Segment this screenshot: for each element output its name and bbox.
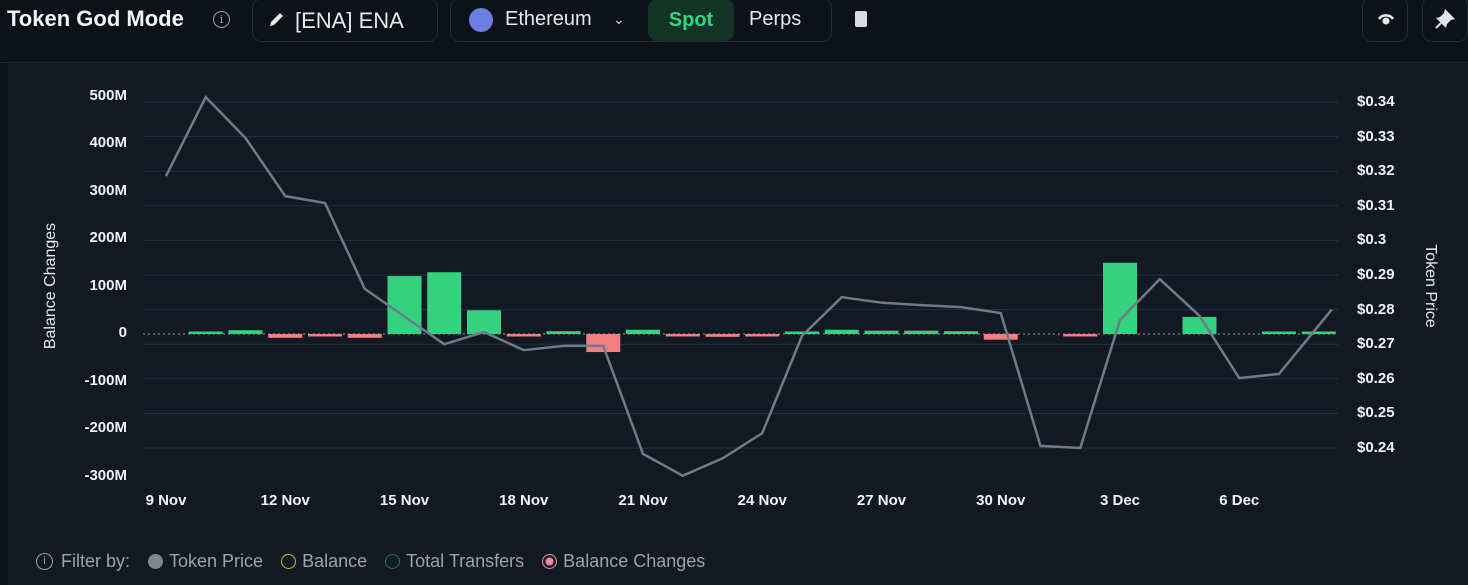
y-tick-label: 400M [89,134,127,151]
token-selector-button[interactable]: [ENA] ENA [252,0,438,42]
x-tick-label: 3 Dec [1099,492,1141,509]
bar [824,329,859,334]
eye-icon [1377,14,1395,25]
x-tick-label: 21 Nov [618,492,668,509]
pin-icon [1435,9,1455,29]
bar [347,334,382,338]
bar [506,334,541,337]
copy-icon[interactable] [855,11,867,27]
y2-axis-label: Token Price [1421,244,1439,328]
chain-dropdown[interactable]: Ethereum [505,8,592,30]
y-axis-label: Balance Changes [42,222,60,350]
legend-dot [542,554,558,569]
legend-dot [281,554,297,569]
legend-label: Balance Changes [563,551,706,571]
bar [546,331,581,334]
legend-dot [385,554,401,569]
bar [904,330,939,334]
y-tick-label: 300M [89,181,127,199]
legend-item-total-transfers[interactable]: Total Transfers [385,551,524,572]
y2-tick-label: $0.24 [1357,439,1395,456]
ethereum-icon [469,8,493,32]
watch-button[interactable] [1362,0,1408,42]
legend-item-balance[interactable]: Balance [281,551,367,572]
legend-label: Token Price [169,551,264,571]
y2-tick-label: $0.32 [1357,162,1395,180]
bar [983,334,1018,340]
pencil-icon [270,13,283,26]
price-line [164,95,1333,478]
page-title: Token God Mode [7,6,184,31]
x-tick-label: 12 Nov [260,492,310,509]
chart-panel [8,63,1468,585]
bar [427,272,462,334]
bar [1063,334,1098,337]
bar [228,330,263,334]
y-tick-label: -100M [84,371,127,389]
y2-tick-label: $0.34 [1357,93,1395,110]
y2-tick-label: $0.27 [1357,335,1395,353]
bar [586,334,621,353]
x-tick-label: 9 Nov [145,492,187,509]
bar [626,329,660,334]
info-icon: i [36,553,53,570]
y2-tick-label: $0.25 [1357,404,1395,422]
y-tick-label: 500M [89,86,127,104]
header: Token God Mode i [ENA] ENA Ethereum ⌄ Sp… [0,0,1468,63]
bar [785,331,819,334]
bar [1182,316,1217,334]
bar [665,334,700,337]
token-label: [ENA] ENA [295,8,404,33]
y-tick-label: 200M [89,229,127,246]
x-tick-label: 15 Nov [379,492,430,509]
y2-tick-label: $0.26 [1357,369,1395,387]
legend-label: Total Transfers [406,551,525,571]
y-tick-label: -200M [84,419,127,436]
x-tick-label: 27 Nov [856,492,907,509]
y2-tick-label: $0.31 [1357,196,1395,214]
bar [188,331,223,334]
chevron-down-icon[interactable]: ⌄ [613,11,625,27]
chain-market-group: Ethereum ⌄ Spot Perps [450,0,832,42]
bar [467,310,501,334]
y2-tick-label: $0.28 [1357,300,1395,318]
y-tick-label: -300M [84,466,127,484]
y-tick-label: 0 [118,324,127,341]
legend-label: Balance [302,551,368,571]
bar [705,334,740,337]
y2-tick-label: $0.29 [1357,266,1395,283]
bar [944,331,978,334]
info-icon[interactable]: i [213,11,230,28]
legend-item-token-price[interactable]: Token Price [148,551,263,572]
tab-perps[interactable]: Perps [749,8,802,30]
filter-label: Filter by: [61,551,131,571]
y2-tick-label: $0.33 [1357,127,1395,145]
bar [268,334,303,338]
y-tick-label: 100M [89,276,127,294]
legend-dot [148,554,164,569]
legend: i Filter by: Token Price Balance Total T… [36,551,715,572]
tab-spot[interactable]: Spot [648,0,734,41]
bar [1301,331,1336,334]
x-tick-label: 18 Nov [499,492,549,509]
x-tick-label: 30 Nov [976,492,1026,509]
bar [308,334,342,337]
x-tick-label: 24 Nov [737,492,787,509]
y2-tick-label: $0.3 [1357,231,1387,249]
legend-item-balance-changes[interactable]: Balance Changes [542,551,705,572]
bar [1262,331,1296,334]
bar [864,330,899,334]
x-tick-label: 6 Dec [1219,492,1260,509]
bar [745,334,780,337]
